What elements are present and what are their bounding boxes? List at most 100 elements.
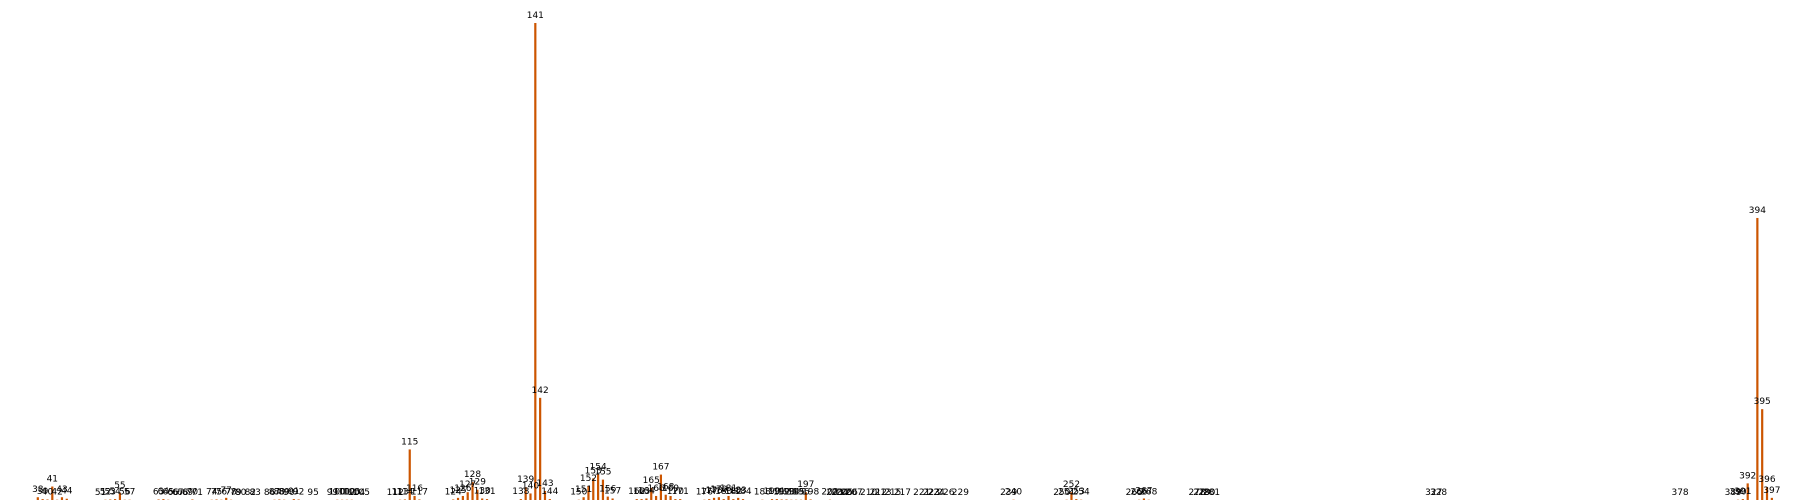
bar-label-176: 176 bbox=[696, 488, 713, 498]
bar-label-113: 113 bbox=[391, 488, 408, 498]
bar-label-378: 378 bbox=[1671, 488, 1688, 498]
bar-label-138: 138 bbox=[512, 487, 529, 497]
bar-label-181: 181 bbox=[720, 484, 737, 494]
bar-140 bbox=[529, 493, 532, 500]
bar-label-102: 102 bbox=[338, 488, 355, 498]
bar-153 bbox=[592, 478, 595, 500]
bar-141 bbox=[534, 23, 537, 500]
bar-label-57: 57 bbox=[124, 488, 135, 498]
bar-267 bbox=[1142, 498, 1146, 500]
bar-label-90: 90 bbox=[283, 488, 295, 498]
bar-label-92: 92 bbox=[293, 487, 304, 497]
bar-label-166: 166 bbox=[647, 484, 664, 494]
bar-label-88: 88 bbox=[274, 487, 286, 497]
bar-series bbox=[36, 23, 1773, 500]
bar-label-140: 140 bbox=[522, 481, 539, 491]
bar-label-41: 41 bbox=[47, 475, 58, 485]
bar-126 bbox=[461, 495, 464, 500]
bar-label-116: 116 bbox=[406, 484, 423, 494]
bar-label-212: 212 bbox=[870, 488, 887, 498]
bar-label-152: 152 bbox=[580, 474, 597, 484]
bar-label-126: 126 bbox=[454, 484, 471, 494]
bar-label-162: 162 bbox=[628, 487, 645, 497]
bar-label-153: 153 bbox=[585, 466, 602, 476]
bar-label-195: 195 bbox=[788, 488, 805, 498]
bar-168 bbox=[664, 494, 667, 500]
bar-label-87: 87 bbox=[269, 488, 280, 498]
bar-label-193: 193 bbox=[778, 487, 795, 497]
bar-label-327: 327 bbox=[1425, 488, 1442, 498]
bar-label-155: 155 bbox=[594, 468, 611, 478]
bar-label-279: 279 bbox=[1193, 488, 1210, 498]
bar-label-223: 223 bbox=[923, 488, 940, 498]
bar-label-95: 95 bbox=[307, 488, 318, 498]
bar-156 bbox=[606, 496, 609, 500]
bar-label-83: 83 bbox=[249, 488, 260, 498]
bar-label-206: 206 bbox=[841, 488, 858, 498]
bar-label-51: 51 bbox=[95, 488, 106, 498]
bar-label-267: 267 bbox=[1135, 486, 1152, 496]
bar-label-42: 42 bbox=[51, 488, 62, 498]
bar-label-130: 130 bbox=[474, 486, 491, 496]
bar-label-150: 150 bbox=[570, 488, 587, 498]
bar-label-43: 43 bbox=[56, 485, 67, 495]
bar-label-184: 184 bbox=[734, 487, 751, 497]
bar-label-281: 281 bbox=[1203, 488, 1220, 498]
bar-label-91: 91 bbox=[288, 487, 299, 497]
bar-label-167: 167 bbox=[652, 463, 669, 473]
bar-label-64: 64 bbox=[158, 487, 170, 497]
bar-label-112: 112 bbox=[387, 488, 404, 498]
bar-label-202: 202 bbox=[821, 488, 838, 498]
bar-label-66: 66 bbox=[167, 488, 179, 498]
bar-label-125: 125 bbox=[449, 486, 466, 496]
bar-label-226: 226 bbox=[937, 488, 954, 498]
bar-label-100: 100 bbox=[329, 488, 346, 498]
bar-label-240: 240 bbox=[1005, 488, 1022, 498]
bar-179 bbox=[717, 497, 720, 500]
bar-392 bbox=[1746, 483, 1749, 500]
bar-label-203: 203 bbox=[826, 488, 843, 498]
bar-label-196: 196 bbox=[792, 488, 809, 498]
bar-127 bbox=[466, 492, 469, 500]
bar-label-54: 54 bbox=[109, 487, 121, 497]
bar-167 bbox=[659, 474, 663, 500]
bar-178 bbox=[712, 497, 716, 500]
bar-label-396: 396 bbox=[1758, 475, 1775, 485]
bar-label-253: 253 bbox=[1068, 487, 1085, 497]
bar-label-80: 80 bbox=[235, 488, 247, 498]
bar-label-127: 127 bbox=[459, 480, 476, 490]
bar-label-79: 79 bbox=[230, 488, 242, 498]
bar-label-191: 191 bbox=[768, 487, 785, 497]
bar-label-221: 221 bbox=[913, 488, 930, 498]
bar-label-128: 128 bbox=[464, 470, 481, 480]
bar-label-392: 392 bbox=[1739, 471, 1756, 481]
bar-label-99: 99 bbox=[327, 488, 339, 498]
bar-label-217: 217 bbox=[894, 488, 911, 498]
bar-label-207: 207 bbox=[846, 488, 863, 498]
bar-label-129: 129 bbox=[469, 478, 486, 488]
bar-label-177: 177 bbox=[701, 487, 718, 497]
bar-label-265: 265 bbox=[1126, 488, 1143, 498]
bar-label-67: 67 bbox=[172, 488, 183, 498]
bar-41 bbox=[51, 486, 54, 500]
bar-label-141: 141 bbox=[527, 11, 544, 21]
bar-label-139: 139 bbox=[517, 475, 534, 485]
bar-164 bbox=[645, 498, 648, 500]
bar-label-278: 278 bbox=[1188, 488, 1205, 498]
bar-label-251: 251 bbox=[1058, 488, 1075, 498]
bar-label-252: 252 bbox=[1063, 480, 1080, 490]
bar-label-268: 268 bbox=[1140, 488, 1157, 498]
bar-label-229: 229 bbox=[952, 488, 969, 498]
bar-label-131: 131 bbox=[478, 487, 495, 497]
bar-label-194: 194 bbox=[783, 488, 800, 498]
bar-label-143: 143 bbox=[536, 479, 553, 489]
bar-label-390: 390 bbox=[1729, 488, 1746, 498]
bar-label-78: 78 bbox=[225, 488, 237, 498]
bar-252 bbox=[1070, 492, 1073, 500]
bar-label-250: 250 bbox=[1053, 488, 1070, 498]
bar-55 bbox=[118, 492, 122, 500]
bar-label-86: 86 bbox=[264, 488, 276, 498]
bar-label-165: 165 bbox=[643, 476, 660, 486]
bar-label-40: 40 bbox=[42, 487, 54, 497]
